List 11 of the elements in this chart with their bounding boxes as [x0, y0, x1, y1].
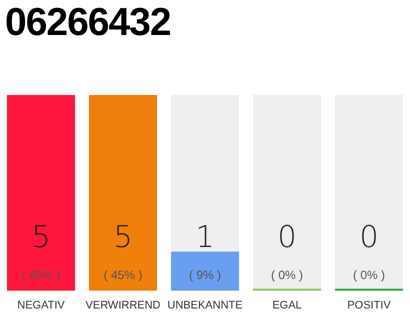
data-label: 1 ( 9% ): [188, 220, 222, 282]
x-tick-label: POSITIV: [347, 299, 392, 312]
x-tick-label: NEGATIV: [17, 299, 66, 312]
data-label: 0 ( 0% ): [352, 220, 386, 282]
x-tick-label: VERWIRREND: [86, 299, 161, 312]
data-label: 5 ( 45% ): [22, 220, 60, 282]
x-tick-label: UNBEKANNTE: [167, 299, 243, 312]
chart-title: 06266432: [5, 0, 171, 46]
data-label: 5 ( 45% ): [104, 220, 142, 282]
data-label: 0 ( 0% ): [270, 220, 304, 282]
x-tick-label: EGAL: [272, 299, 302, 312]
